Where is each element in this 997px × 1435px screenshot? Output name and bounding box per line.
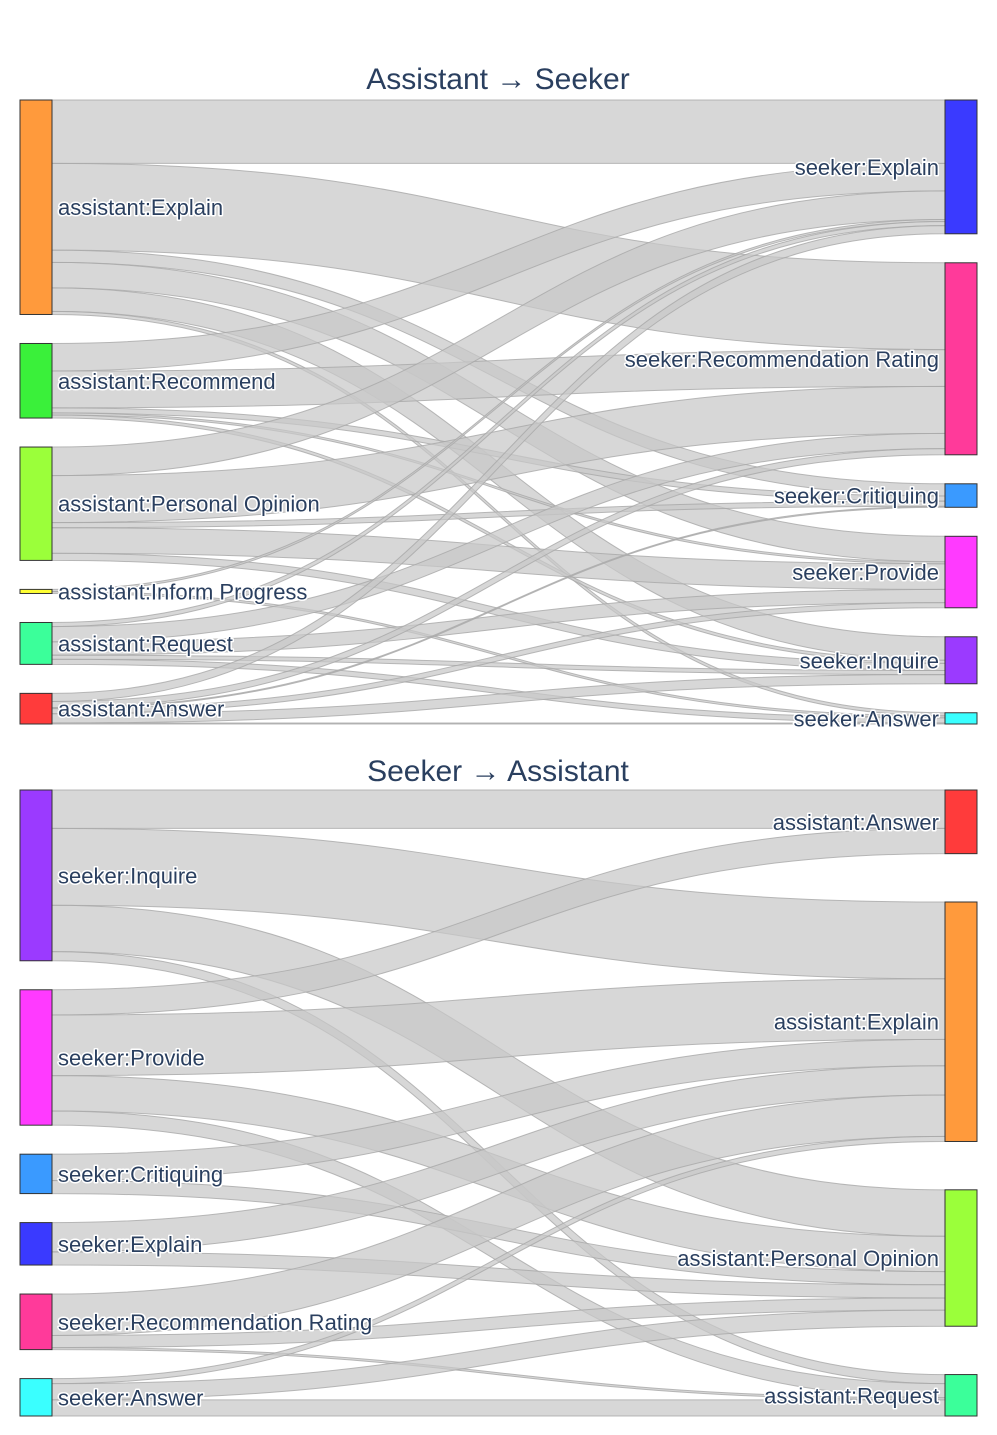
node-label: seeker:Explain — [795, 155, 939, 180]
node-label: seeker:Inquire — [58, 863, 197, 888]
node-bar[interactable] — [944, 262, 978, 456]
node-aAnswer[interactable]: assistant:Answer — [19, 692, 226, 725]
node-sInquire[interactable]: seeker:Inquire — [798, 636, 978, 685]
node-bar[interactable] — [19, 446, 53, 561]
nodes-group: assistant:Explain assistant:Recommend assi… — [19, 99, 978, 733]
node-aExplain[interactable]: assistant:Explain — [772, 901, 978, 1142]
node-sExplain[interactable]: seeker:Explain — [19, 1222, 204, 1266]
node-aRequest[interactable]: assistant:Request — [19, 621, 234, 665]
node-bar[interactable] — [19, 1293, 53, 1351]
node-label: seeker:Critiquing — [774, 484, 939, 509]
node-label: seeker:Explain — [58, 1232, 202, 1257]
node-aOpinion[interactable]: assistant:Personal Opinion — [19, 446, 321, 561]
node-bar[interactable] — [944, 535, 978, 609]
node-bar[interactable] — [19, 692, 53, 725]
node-label: assistant:Personal Opinion — [677, 1246, 939, 1271]
links-group — [51, 789, 946, 1417]
node-bar[interactable] — [944, 712, 978, 725]
node-sCritiquing[interactable]: seeker:Critiquing — [772, 482, 978, 510]
node-sRating[interactable]: seeker:Recommendation Rating — [19, 1293, 374, 1351]
node-bar[interactable] — [944, 901, 978, 1142]
chart-title: Seeker → Assistant — [367, 755, 629, 788]
node-label: seeker:Recommendation Rating — [58, 1310, 372, 1335]
node-bar[interactable] — [19, 621, 53, 665]
node-aOpinion[interactable]: assistant:Personal Opinion — [676, 1189, 978, 1327]
node-sInquire[interactable]: seeker:Inquire — [19, 789, 199, 962]
nodes-group: seeker:Inquire seeker:Provide seeker:Criti… — [19, 789, 978, 1417]
node-sCritiquing[interactable]: seeker:Critiquing — [19, 1153, 225, 1195]
node-label: assistant:Request — [764, 1383, 939, 1408]
node-bar[interactable] — [19, 1153, 53, 1195]
node-label: seeker:Critiquing — [58, 1162, 223, 1187]
node-sAnswer[interactable]: seeker:Answer — [19, 1378, 205, 1417]
node-label: assistant:Personal Opinion — [58, 492, 320, 517]
node-bar[interactable] — [944, 1374, 978, 1417]
node-label: seeker:Answer — [793, 706, 939, 731]
node-label: seeker:Answer — [58, 1385, 204, 1410]
node-bar[interactable] — [944, 789, 978, 855]
node-label: assistant:Answer — [773, 810, 939, 835]
node-sProvide[interactable]: seeker:Provide — [791, 535, 978, 609]
node-aExplain[interactable]: assistant:Explain — [19, 99, 225, 315]
links-group — [51, 99, 946, 725]
node-bar[interactable] — [19, 588, 53, 594]
node-label: seeker:Inquire — [800, 648, 939, 673]
node-label: assistant:Inform Progress — [58, 579, 307, 604]
node-bar[interactable] — [19, 1222, 53, 1266]
node-sExplain[interactable]: seeker:Explain — [793, 99, 978, 235]
node-bar[interactable] — [19, 789, 53, 962]
node-sRating[interactable]: seeker:Recommendation Rating — [623, 262, 978, 456]
link-aExplain-to-sExplain — [51, 99, 946, 164]
node-label: assistant:Recommend — [58, 369, 276, 394]
node-aInform[interactable]: assistant:Inform Progress — [19, 578, 309, 606]
node-label: assistant:Answer — [58, 697, 224, 722]
node-aAnswer[interactable]: assistant:Answer — [771, 789, 978, 855]
node-bar[interactable] — [944, 483, 978, 508]
node-label: assistant:Request — [58, 631, 233, 656]
node-aRequest[interactable]: assistant:Request — [763, 1374, 978, 1417]
panel-assistant-to-seeker: Assistant → Seeker assistant:Explainassi… — [19, 63, 978, 733]
node-sAnswer[interactable]: seeker:Answer — [792, 705, 978, 733]
panel-seeker-to-assistant: Seeker → Assistant seeker:Inquireseeker:… — [19, 755, 978, 1417]
node-label: seeker:Provide — [58, 1045, 205, 1070]
node-bar[interactable] — [19, 989, 53, 1126]
node-bar[interactable] — [19, 342, 53, 419]
node-bar[interactable] — [944, 99, 978, 235]
node-bar[interactable] — [944, 636, 978, 685]
node-bar[interactable] — [19, 99, 53, 315]
node-sProvide[interactable]: seeker:Provide — [19, 989, 206, 1126]
node-bar[interactable] — [19, 1378, 53, 1417]
node-label: assistant:Explain — [58, 195, 223, 220]
node-label: assistant:Explain — [774, 1010, 939, 1035]
node-label: seeker:Provide — [792, 560, 939, 585]
node-aRecommend[interactable]: assistant:Recommend — [19, 342, 277, 419]
chart-title: Assistant → Seeker — [366, 63, 629, 96]
node-bar[interactable] — [944, 1189, 978, 1327]
node-label: seeker:Recommendation Rating — [625, 347, 939, 372]
